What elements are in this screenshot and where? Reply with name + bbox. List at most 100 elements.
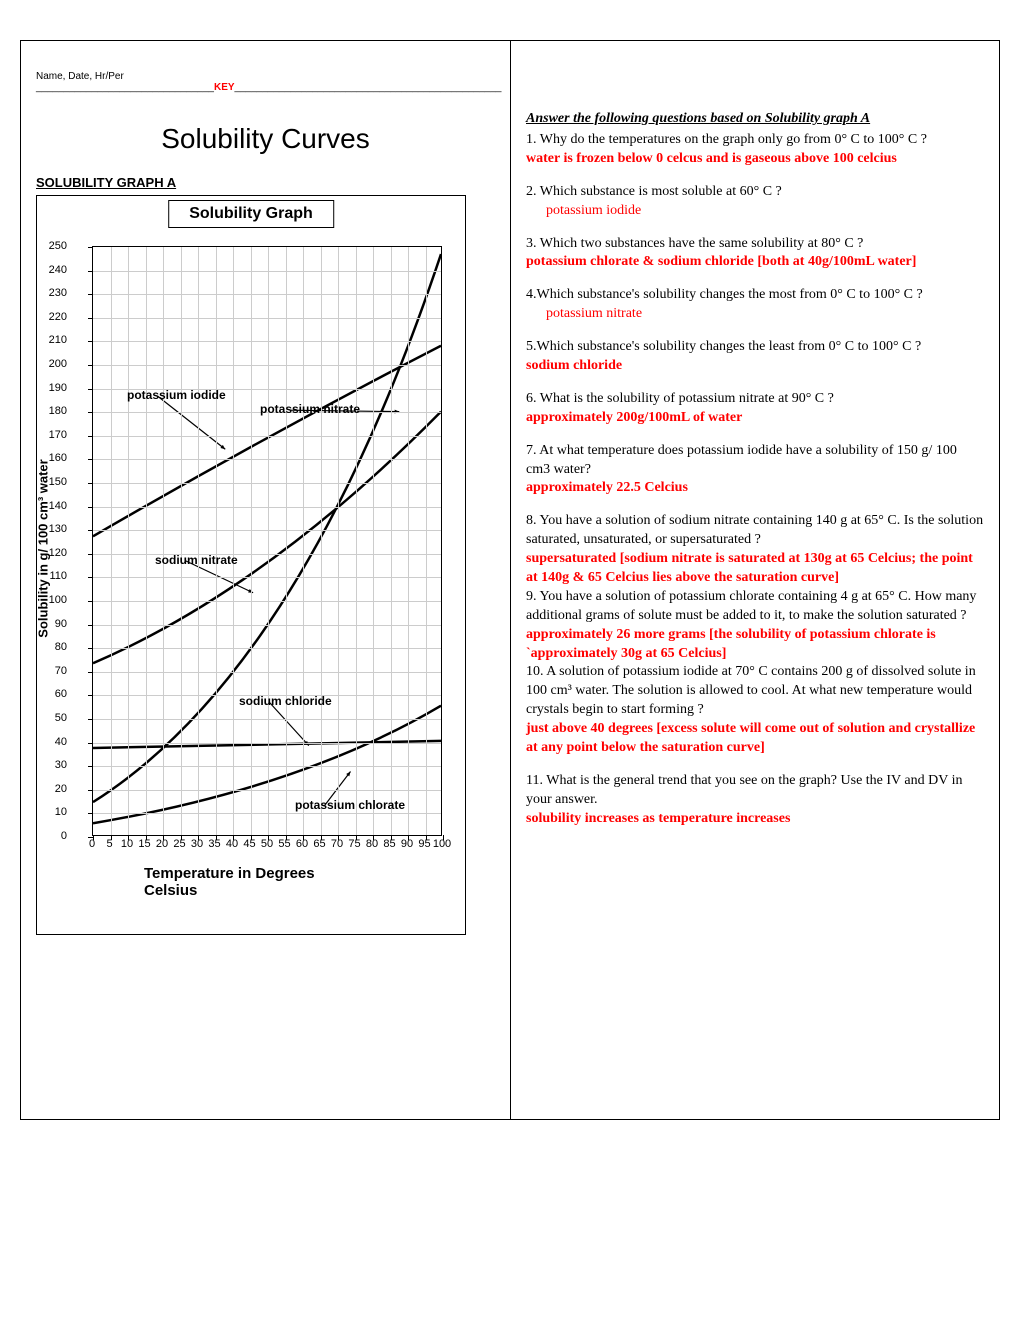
gridline <box>93 601 441 602</box>
question-text: 7. At what temperature does potassium io… <box>526 442 984 480</box>
answer-text: water is frozen below 0 celcus and is ga… <box>526 150 984 169</box>
tick-mark <box>88 341 93 342</box>
gridline <box>408 247 409 835</box>
gridline <box>303 247 304 835</box>
x-tick-label: 55 <box>278 838 290 850</box>
tick-mark <box>88 530 93 531</box>
y-tick-label: 190 <box>45 382 67 394</box>
gridline <box>93 271 441 272</box>
gridline <box>93 743 441 744</box>
question-text: 3. Which two substances have the same so… <box>526 235 984 254</box>
answer-text: supersaturated [sodium nitrate is satura… <box>526 550 984 588</box>
y-tick-label: 170 <box>45 429 67 441</box>
tick-mark <box>88 389 93 390</box>
y-tick-label: 230 <box>45 287 67 299</box>
right-column: Answer the following questions based on … <box>511 41 999 1119</box>
qa-block: 3. Which two substances have the same so… <box>526 235 984 273</box>
gridline <box>93 459 441 460</box>
y-tick-label: 210 <box>45 334 67 346</box>
qa-block: 8. You have a solution of sodium nitrate… <box>526 512 984 588</box>
tick-mark <box>426 835 427 840</box>
tick-mark <box>88 271 93 272</box>
question-text: 5.Which substance's solubility changes t… <box>526 338 984 357</box>
tick-mark <box>128 835 129 840</box>
tick-mark <box>233 835 234 840</box>
tick-mark <box>88 483 93 484</box>
answer-text: potassium iodide <box>546 202 984 221</box>
curve-label-potassium_iodide: potassium iodide <box>127 388 226 402</box>
curve-label-sodium_chloride: sodium chloride <box>239 694 332 708</box>
gridline <box>268 247 269 835</box>
x-tick-label: 25 <box>173 838 185 850</box>
y-tick-label: 90 <box>45 618 67 630</box>
answer-text: potassium nitrate <box>546 305 984 324</box>
tick-mark <box>88 577 93 578</box>
tick-mark <box>88 766 93 767</box>
plot-area <box>92 246 442 836</box>
y-tick-label: 10 <box>45 806 67 818</box>
gridline <box>286 247 287 835</box>
x-tick-label: 80 <box>366 838 378 850</box>
x-tick-label: 40 <box>226 838 238 850</box>
graph-section-label: SOLUBILITY GRAPH A <box>36 175 495 190</box>
tick-mark <box>88 365 93 366</box>
tick-mark <box>163 835 164 840</box>
gridline <box>93 719 441 720</box>
qa-block: 1. Why do the temperatures on the graph … <box>526 131 984 169</box>
tick-mark <box>356 835 357 840</box>
gridline <box>93 554 441 555</box>
solubility-graph: Solubility Graph Solubility in g/ 100 cm… <box>36 195 466 935</box>
x-tick-label: 60 <box>296 838 308 850</box>
x-tick-label: 30 <box>191 838 203 850</box>
tick-mark <box>216 835 217 840</box>
tick-mark <box>198 835 199 840</box>
gridline <box>93 813 441 814</box>
gridline <box>356 247 357 835</box>
x-tick-label: 90 <box>401 838 413 850</box>
tick-mark <box>88 648 93 649</box>
tick-mark <box>88 695 93 696</box>
tick-mark <box>443 835 444 840</box>
y-tick-label: 60 <box>45 688 67 700</box>
gridline <box>93 530 441 531</box>
qa-block: 9. You have a solution of potassium chlo… <box>526 588 984 664</box>
y-tick-label: 110 <box>45 570 67 582</box>
tick-mark <box>93 835 94 840</box>
y-tick-label: 150 <box>45 476 67 488</box>
gridline <box>93 365 441 366</box>
gridline <box>373 247 374 835</box>
x-tick-label: 45 <box>243 838 255 850</box>
tick-mark <box>321 835 322 840</box>
answer-text: solubility increases as temperature incr… <box>526 810 984 829</box>
gridline <box>391 247 392 835</box>
y-tick-label: 50 <box>45 712 67 724</box>
x-tick-label: 65 <box>313 838 325 850</box>
tick-mark <box>146 835 147 840</box>
y-tick-label: 20 <box>45 783 67 795</box>
x-tick-label: 75 <box>348 838 360 850</box>
tick-mark <box>111 835 112 840</box>
tick-mark <box>303 835 304 840</box>
x-tick-label: 0 <box>89 838 95 850</box>
gridline <box>93 483 441 484</box>
header-line: Name, Date, Hr/Per _____________________… <box>36 71 495 93</box>
x-tick-label: 20 <box>156 838 168 850</box>
tick-mark <box>88 412 93 413</box>
curve-label-potassium_nitrate: potassium nitrate <box>260 402 360 416</box>
curve-label-sodium_nitrate: sodium nitrate <box>155 553 238 567</box>
gridline <box>93 790 441 791</box>
gridline <box>338 247 339 835</box>
x-tick-label: 70 <box>331 838 343 850</box>
tick-mark <box>286 835 287 840</box>
question-text: 6. What is the solubility of potassium n… <box>526 390 984 409</box>
gridline <box>93 294 441 295</box>
answer-text: potassium chlorate & sodium chloride [bo… <box>526 253 984 272</box>
qa-block: 10. A solution of potassium iodide at 70… <box>526 663 984 757</box>
header-prefix: Name, Date, Hr/Per _____________________… <box>36 71 214 93</box>
tick-mark <box>391 835 392 840</box>
y-tick-label: 100 <box>45 594 67 606</box>
chart-title: Solubility Graph <box>168 200 334 228</box>
tick-mark <box>88 813 93 814</box>
gridline <box>93 766 441 767</box>
answer-text: approximately 26 more grams [the solubil… <box>526 626 984 664</box>
